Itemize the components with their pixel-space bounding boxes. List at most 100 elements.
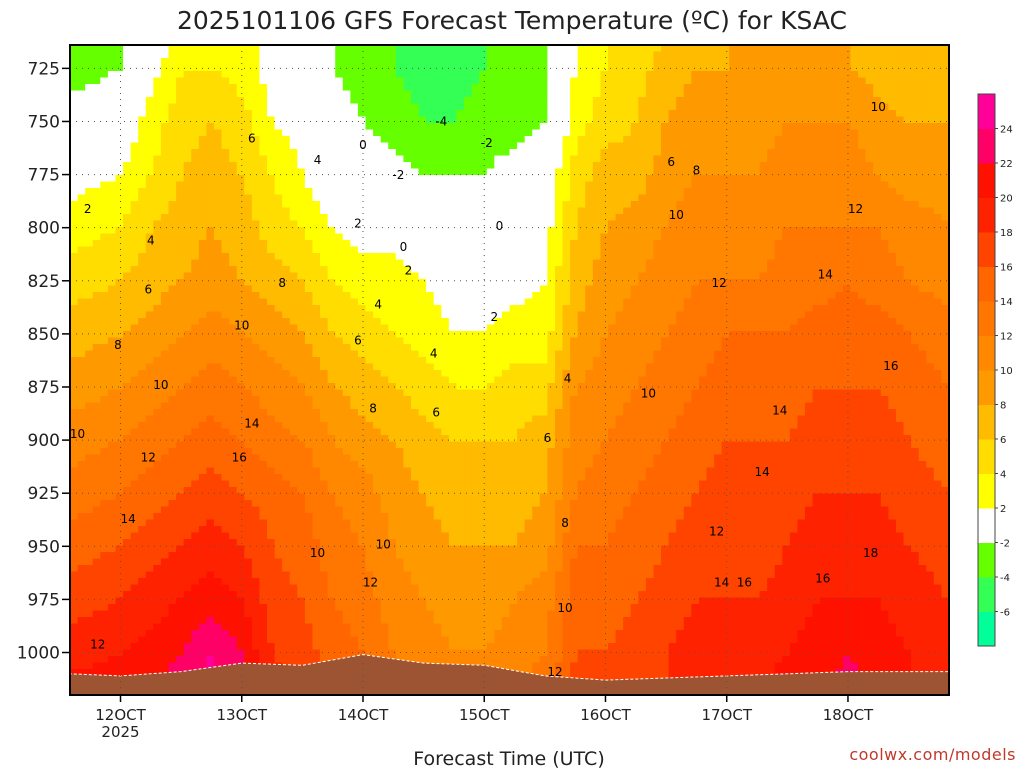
heat-cell <box>244 649 253 657</box>
heat-cell <box>418 155 427 163</box>
heat-cell <box>153 136 162 144</box>
heat-cell <box>100 662 109 670</box>
heat-cell <box>191 207 200 215</box>
heat-cell <box>297 454 306 462</box>
heat-cell <box>357 500 367 508</box>
heat-cell <box>92 155 101 163</box>
heat-cell <box>191 110 200 118</box>
heat-cell <box>418 305 427 313</box>
chart-title: 2025101106 GFS Forecast Temperature (ºC)… <box>177 6 847 35</box>
heat-cell <box>206 662 215 670</box>
heat-cell <box>259 90 268 98</box>
heat-cell <box>342 324 351 332</box>
heat-cell <box>138 214 147 222</box>
heat-cell <box>236 168 245 176</box>
heat-cell <box>327 155 336 163</box>
heat-cell <box>229 493 238 501</box>
heat-cell <box>426 409 435 417</box>
heat-cell <box>229 415 238 423</box>
heat-cell <box>304 428 314 436</box>
heat-cell <box>410 571 420 579</box>
heat-cell <box>335 565 344 573</box>
heat-cell <box>206 136 215 144</box>
heat-cell <box>100 51 109 59</box>
heat-cell <box>259 487 268 495</box>
heat-cell <box>342 201 351 209</box>
heat-cell <box>77 656 86 664</box>
heat-cell <box>183 519 192 527</box>
heat-cell <box>138 259 147 267</box>
heat-cell <box>123 636 132 644</box>
heat-cell <box>92 649 101 657</box>
heat-cell <box>320 389 329 397</box>
heat-cell <box>297 194 306 202</box>
heat-cell <box>327 461 336 469</box>
heat-cell <box>403 630 412 638</box>
heat-cell <box>115 45 124 53</box>
heat-cell <box>229 220 238 228</box>
heat-cell <box>251 259 261 267</box>
heat-cell <box>289 487 298 495</box>
heat-cell <box>198 578 207 586</box>
heat-cell <box>244 337 253 345</box>
heat-cell <box>176 51 185 59</box>
heat-cell <box>433 357 442 365</box>
heat-cell <box>100 383 109 391</box>
heat-cell <box>373 350 382 358</box>
heat-cell <box>320 409 329 417</box>
heat-cell <box>123 552 132 560</box>
heat-cell <box>365 617 374 625</box>
heat-cell <box>289 350 298 358</box>
heat-cell <box>357 201 367 209</box>
heat-cell <box>403 201 412 209</box>
heat-cell <box>138 129 147 137</box>
heat-cell <box>138 331 147 339</box>
heat-cell <box>168 123 177 131</box>
heat-cell <box>138 565 147 573</box>
heat-cell <box>213 292 223 300</box>
heat-cell <box>213 253 223 261</box>
heat-cell <box>380 142 389 150</box>
heat-cell <box>395 233 405 241</box>
heat-cell <box>418 422 427 430</box>
heat-cell <box>92 474 101 482</box>
heat-cell <box>176 77 185 85</box>
heat-cell <box>191 604 200 612</box>
heat-cell <box>77 617 86 625</box>
heat-cell <box>85 422 94 430</box>
heat-cell <box>191 519 200 527</box>
heat-cell <box>297 649 306 657</box>
heat-cell <box>251 272 261 280</box>
heat-cell <box>244 487 253 495</box>
heat-cell <box>282 344 291 352</box>
heat-cell <box>365 71 374 79</box>
heat-cell <box>160 610 170 618</box>
heat-cell <box>176 656 185 664</box>
heat-cell <box>206 454 215 462</box>
heat-cell <box>426 370 435 378</box>
heat-cell <box>176 331 185 339</box>
heat-cell <box>107 220 117 228</box>
heat-cell <box>191 415 200 423</box>
heat-cell <box>441 363 450 371</box>
heat-cell <box>183 389 192 397</box>
heat-cell <box>335 617 344 625</box>
heat-cell <box>138 617 147 625</box>
heat-cell <box>373 77 382 85</box>
heat-cell <box>206 357 215 365</box>
heat-cell <box>380 298 389 306</box>
heat-cell <box>350 246 359 254</box>
heat-cell <box>244 214 253 222</box>
heat-cell <box>92 279 101 287</box>
heat-cell <box>100 552 109 560</box>
heat-cell <box>282 357 291 365</box>
heat-cell <box>176 324 185 332</box>
heat-cell <box>426 214 435 222</box>
heat-cell <box>229 84 238 92</box>
heat-cell <box>335 292 344 300</box>
heat-cell <box>168 370 177 378</box>
heat-cell <box>191 454 200 462</box>
heat-cell <box>85 350 94 358</box>
heat-cell <box>259 610 268 618</box>
heat-cell <box>77 565 86 573</box>
